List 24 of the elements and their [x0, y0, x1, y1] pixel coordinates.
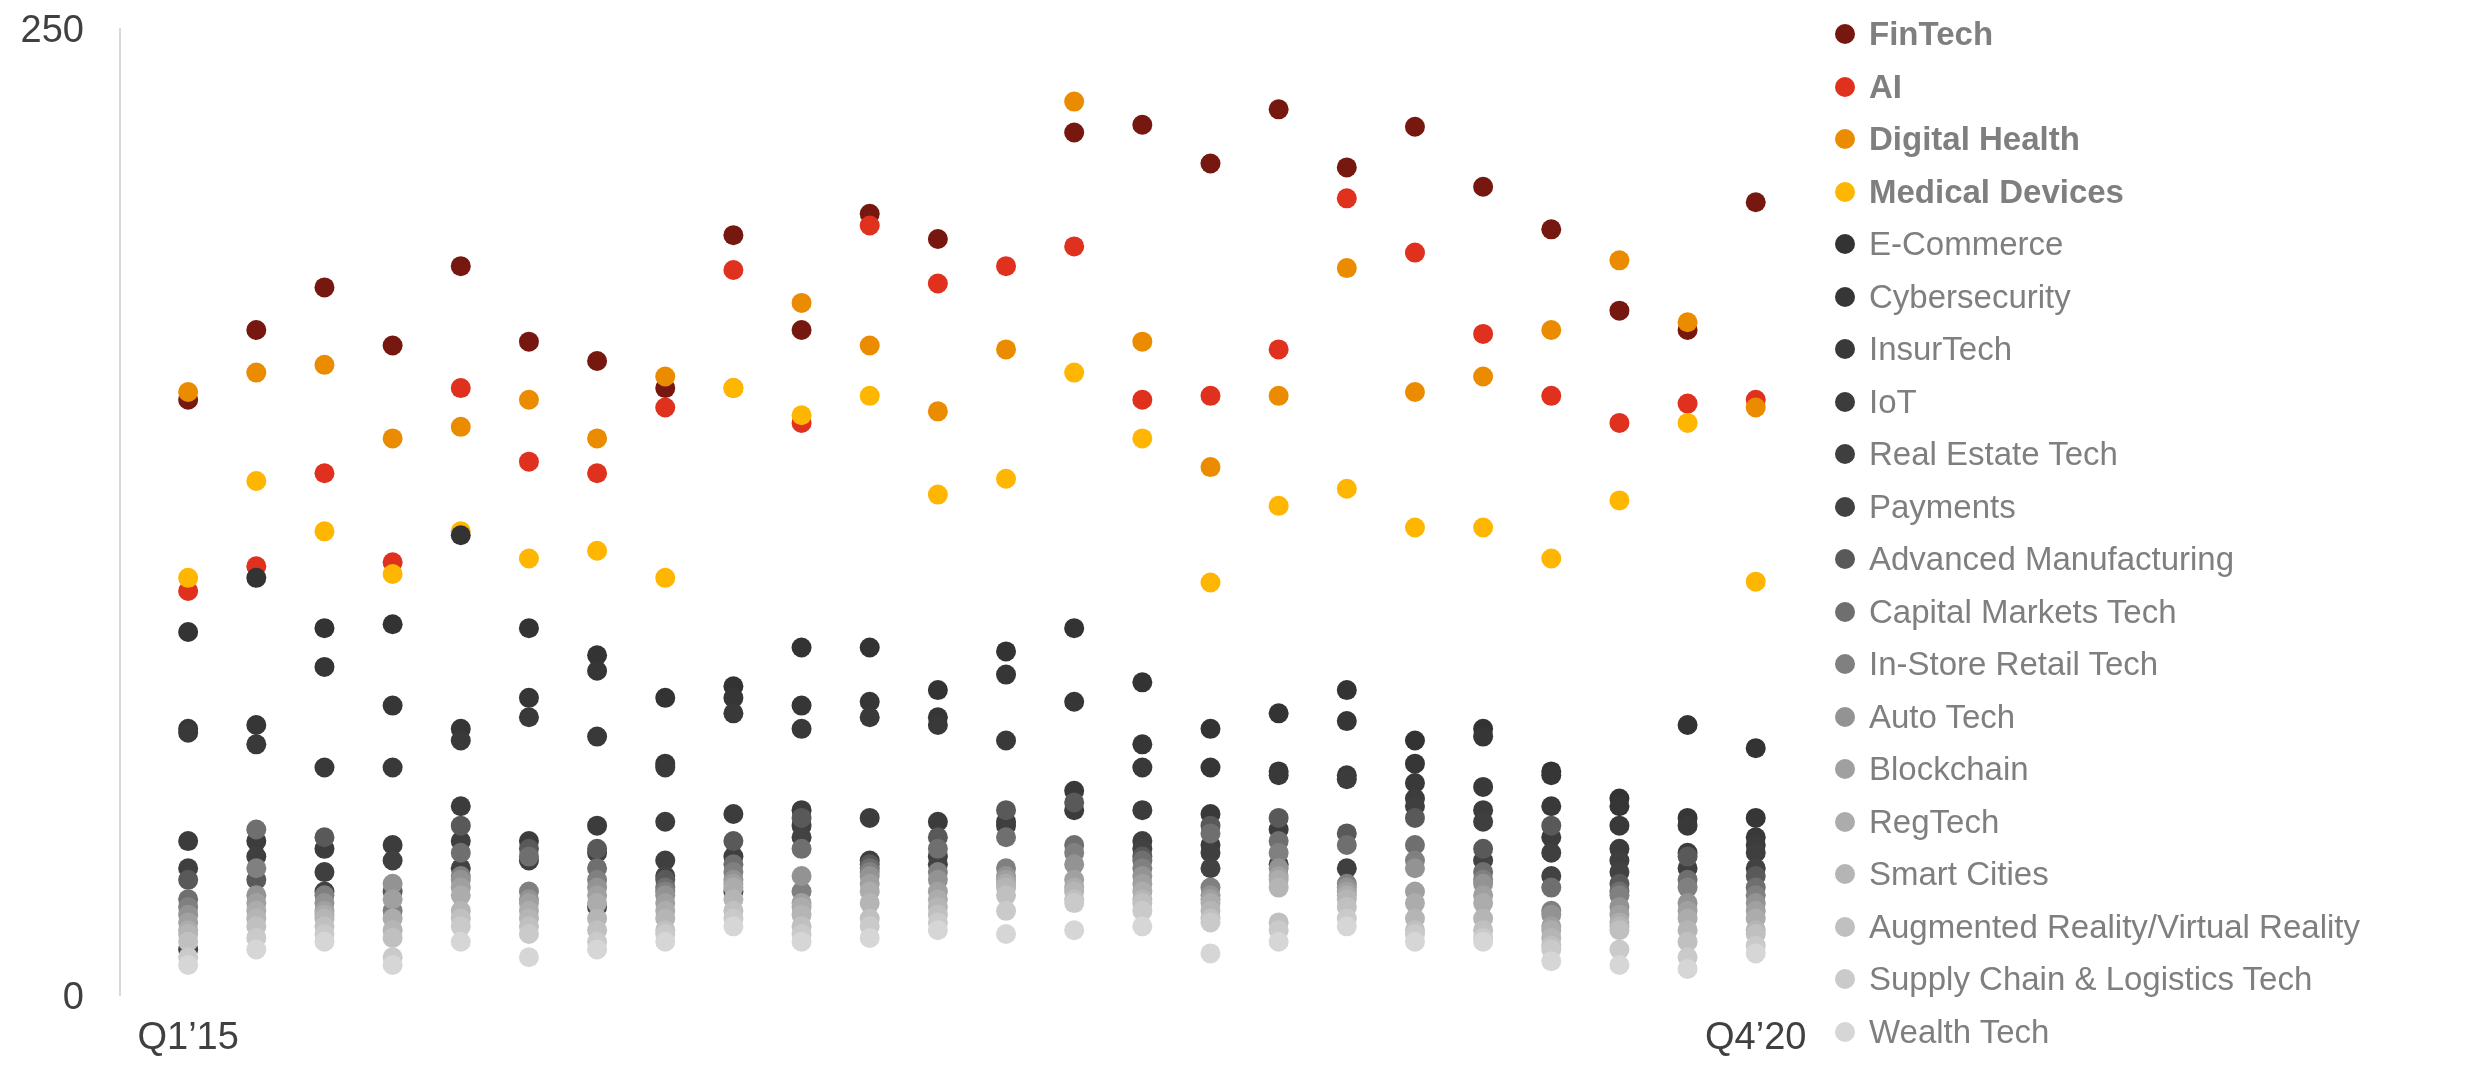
- x-tick-label: Q4’20: [1705, 1014, 1807, 1057]
- legend-label: Digital Health: [1869, 120, 2080, 159]
- legend-label: Medical Devices: [1869, 172, 2124, 211]
- legend-label: In-Store Retail Tech: [1869, 645, 2159, 684]
- legend-label: Cybersecurity: [1869, 277, 2071, 316]
- legend-label: Real Estate Tech: [1869, 435, 2118, 474]
- legend-label: RegTech: [1869, 802, 2000, 841]
- y-tick-label: 0: [62, 975, 84, 1018]
- legend-label: Capital Markets Tech: [1869, 592, 2177, 631]
- legend-label: FinTech: [1869, 15, 1994, 54]
- x-tick-label: Q1’15: [137, 1014, 239, 1057]
- legend-label: Augmented Reality/Virtual Reality: [1869, 907, 2360, 946]
- legend-label: Smart Cities: [1869, 855, 2049, 894]
- legend-label: Advanced Manufacturing: [1869, 540, 2235, 579]
- legend-label: Payments: [1869, 487, 2016, 526]
- legend-label: E-Commerce: [1869, 225, 2064, 264]
- legend-label: InsurTech: [1869, 330, 2013, 369]
- legend-label: Blockchain: [1869, 750, 2029, 789]
- legend-label: IoT: [1869, 382, 1917, 421]
- legend-label: Supply Chain & Logistics Tech: [1869, 960, 2313, 999]
- legend-label: Auto Tech: [1869, 697, 2016, 736]
- legend-label: AI: [1869, 67, 1902, 106]
- legend-label: Wealth Tech: [1869, 1012, 2050, 1051]
- y-tick-label: 250: [20, 7, 84, 50]
